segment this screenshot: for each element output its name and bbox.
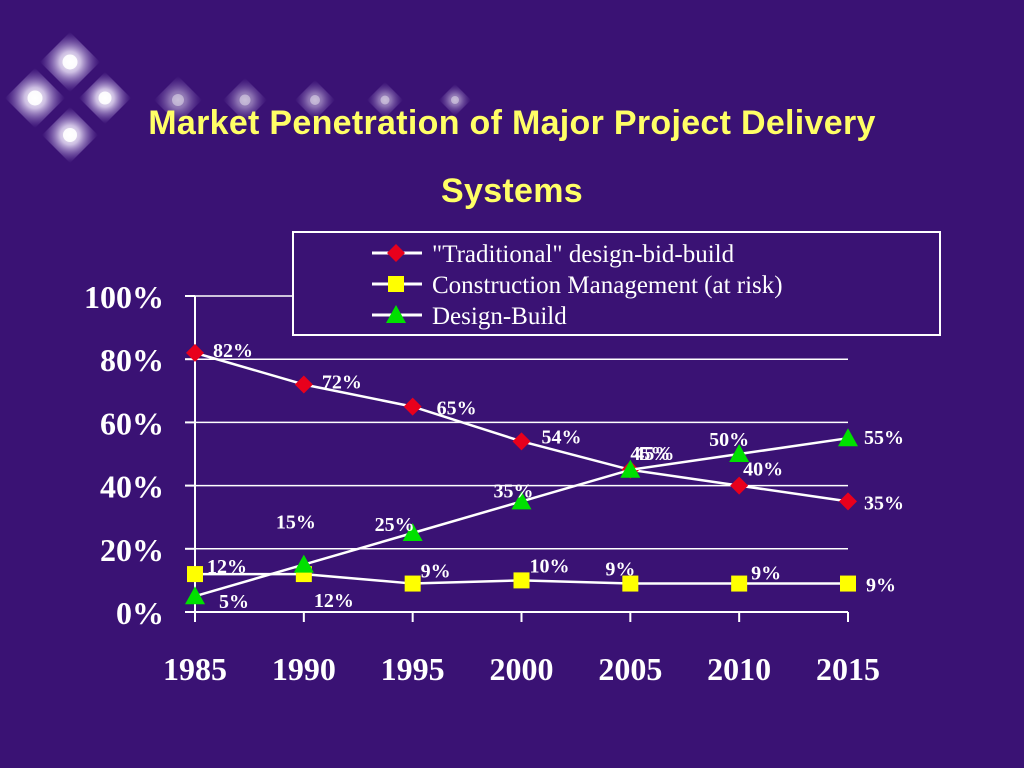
sparkle-icon <box>295 80 335 120</box>
data-label: 9% <box>751 563 781 585</box>
data-point-traditional <box>294 375 313 394</box>
data-point-design-build <box>402 523 423 541</box>
y-tick-label: 80% <box>100 342 164 378</box>
data-label: 35% <box>494 480 534 502</box>
data-point-traditional <box>839 492 857 511</box>
page-title-line-2: Systems <box>441 172 583 210</box>
legend-item-construction-management: Construction Management (at risk) <box>372 272 783 299</box>
sparkle-icon <box>439 84 471 116</box>
data-point-construction-management <box>622 575 639 592</box>
data-label: 65% <box>437 398 477 420</box>
chart-axes <box>185 295 849 622</box>
x-tick-label: 2010 <box>707 651 771 687</box>
sparkle-icon <box>154 76 202 124</box>
data-label: 12% <box>207 556 247 578</box>
data-point-design-build <box>729 444 750 462</box>
x-tick-label: 1995 <box>381 651 445 687</box>
legend-marker <box>387 244 405 262</box>
data-point-design-build <box>838 428 858 447</box>
sparkle-icon <box>367 82 403 118</box>
data-label: 55% <box>864 427 904 449</box>
y-tick-label: 0% <box>116 595 164 631</box>
data-point-construction-management <box>404 575 421 592</box>
sparkle-decoration <box>5 32 471 163</box>
x-tick-label: 1985 <box>163 651 227 687</box>
legend-label: Construction Management (at risk) <box>432 272 783 299</box>
chart-legend: "Traditional" design-bid-build Constructi… <box>292 231 941 336</box>
data-label: 50% <box>709 429 749 451</box>
data-label: 72% <box>322 371 362 393</box>
data-label: 25% <box>375 514 415 536</box>
legend-item-traditional: "Traditional" design-bid-build <box>372 241 735 268</box>
data-label: 45% <box>630 443 670 465</box>
data-point-construction-management <box>731 575 748 592</box>
series-traditional: 82% 72% 65% 54% 45% 40% 35% <box>186 340 904 514</box>
sparkle-icon <box>79 72 131 124</box>
x-tick-label: 2005 <box>598 651 662 687</box>
legend-marker <box>386 305 406 323</box>
legend-item-design-build: Design-Build <box>372 303 567 330</box>
data-point-traditional <box>512 432 531 451</box>
y-tick-labels: 100% 80% 60% 40% 20% 0% <box>84 279 164 631</box>
data-point-traditional <box>403 397 422 416</box>
y-tick-label: 100% <box>84 279 164 315</box>
data-point-design-build <box>185 586 205 605</box>
data-label: 15% <box>276 512 316 534</box>
data-point-design-build <box>293 554 314 573</box>
data-label: 40% <box>743 459 783 481</box>
legend-marker <box>388 276 404 292</box>
sparkle-icon <box>40 32 100 92</box>
data-label: 82% <box>213 340 253 362</box>
x-tick-label: 1990 <box>272 651 336 687</box>
data-point-construction-management <box>187 566 203 583</box>
data-label: 45% <box>634 443 674 465</box>
sparkle-icon <box>42 107 98 163</box>
data-label: 12% <box>314 590 354 612</box>
data-point-construction-management <box>513 572 530 589</box>
chart-series: 82%72%65%54%45%40%35%12%12%9% 10% 9% 9%9%5%… <box>185 340 904 613</box>
data-label: 9% <box>605 559 635 581</box>
x-tick-label: 2000 <box>490 651 554 687</box>
x-tick-label: 2015 <box>816 651 880 687</box>
data-label: 9% <box>866 575 896 597</box>
page-title-line-1: Market Penetration of Major Project Deli… <box>148 104 876 142</box>
x-tick-labels: 1985 1990 1995 2000 2005 2010 2015 <box>163 651 880 687</box>
legend-label: Design-Build <box>432 303 567 330</box>
legend-label: "Traditional" design-bid-build <box>432 241 735 268</box>
sparkle-icon <box>5 68 65 128</box>
series-construction-management: 12% 12% 9% 10% 9% 9% 9% <box>187 555 896 612</box>
y-tick-label: 60% <box>100 405 164 441</box>
y-tick-label: 40% <box>100 469 164 505</box>
data-label: 9% <box>421 561 451 583</box>
y-tick-label: 20% <box>100 532 164 568</box>
data-point-traditional <box>186 343 204 362</box>
data-point-design-build <box>620 459 641 478</box>
data-label: 35% <box>864 492 904 514</box>
sparkle-icon <box>223 78 267 122</box>
data-point-construction-management <box>840 575 856 592</box>
data-point-traditional <box>730 476 749 495</box>
data-label: 5% <box>219 591 249 613</box>
data-point-design-build <box>511 491 532 510</box>
series-design-build: 5% 15% 25% 35% 45% 50% 55% <box>185 427 904 613</box>
data-label: 54% <box>542 426 582 448</box>
data-label: 10% <box>530 555 570 577</box>
